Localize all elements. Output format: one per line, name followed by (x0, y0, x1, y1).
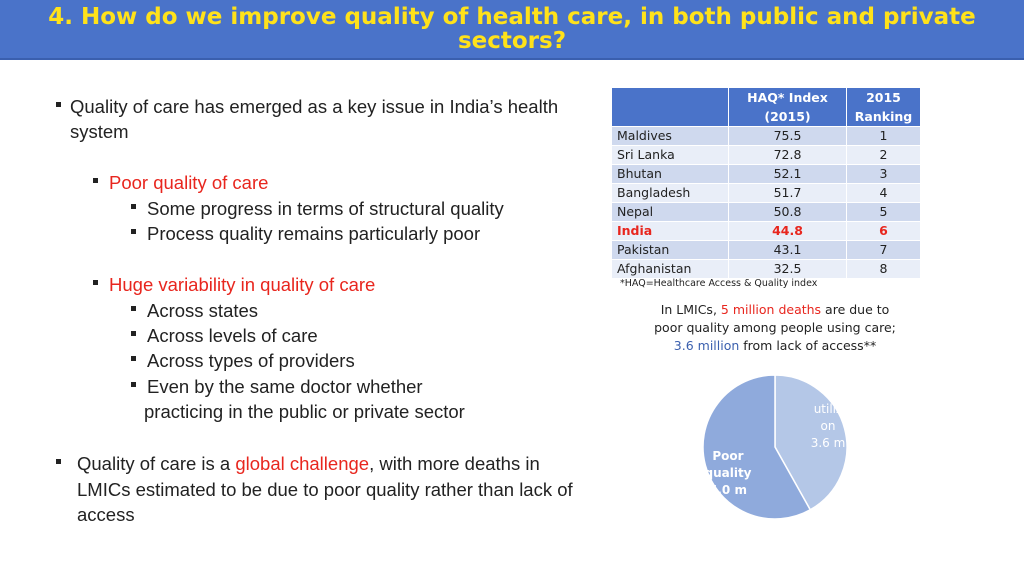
header-country (611, 87, 729, 127)
header-haq-index: HAQ* Index (2015) (728, 87, 847, 127)
table-row: Bhutan 52.1 3 (611, 164, 921, 184)
country-cell: Nepal (611, 202, 729, 222)
bullet-quality-key-issue: Quality of care has emerged as a key iss… (56, 94, 558, 119)
bullet-huge-variability: Huge variability in quality of care (93, 272, 375, 297)
rank-cell: 5 (846, 202, 921, 222)
table-row: Sri Lanka 72.8 2 (611, 145, 921, 165)
haq-table: HAQ* Index (2015) 2015 Ranking Maldives … (611, 87, 921, 279)
lmic-statement: In LMICs, 5 million deaths are due to po… (654, 302, 896, 353)
rank-cell: 6 (846, 221, 921, 241)
country-cell: Afghanistan (611, 259, 729, 279)
table-row: Maldives 75.5 1 (611, 126, 921, 146)
rank-cell: 2 (846, 145, 921, 165)
index-cell: 75.5 (728, 126, 847, 146)
bullet-square-icon (93, 178, 98, 183)
country-cell: Bhutan (611, 164, 729, 184)
title-bar: 4. How do we improve quality of health c… (0, 0, 1024, 60)
index-cell: 52.1 (728, 164, 847, 184)
bullet-square-icon (131, 306, 136, 311)
bullet-poor-quality: Poor quality of care (93, 170, 268, 195)
bullet-square-icon (56, 102, 61, 107)
table-footnote: *HAQ=Healthcare Access & Quality index (620, 278, 818, 289)
pie-label-no-utilization: N utiliz on 3.6 m (810, 385, 846, 450)
index-cell: 43.1 (728, 240, 847, 260)
bullet-quality-key-issue-cont: system (70, 121, 129, 142)
bullet-structural-quality: Some progress in terms of structural qua… (131, 196, 504, 221)
table-row: Afghanistan 32.5 8 (611, 259, 921, 279)
country-cell: Maldives (611, 126, 729, 146)
pie-slice-poor-quality (702, 374, 812, 520)
table-row: Pakistan 43.1 7 (611, 240, 921, 260)
index-cell: 72.8 (728, 145, 847, 165)
pie-svg (702, 374, 848, 520)
bullet-square-icon (131, 331, 136, 336)
bullet-square-icon (131, 382, 136, 387)
bullet-square-icon (93, 280, 98, 285)
rank-cell: 3 (846, 164, 921, 184)
country-cell: India (611, 221, 729, 241)
bullet-global-challenge: Quality of care is a global challenge, w… (56, 451, 540, 476)
rank-cell: 1 (846, 126, 921, 146)
pie-label-poor-quality: Poor quality 5.0 m (704, 449, 752, 497)
page-title: 4. How do we improve quality of health c… (48, 4, 976, 54)
bullet-square-icon (131, 229, 136, 234)
bullet-across-providers: Across types of providers (131, 348, 355, 373)
index-cell: 51.7 (728, 183, 847, 203)
table-row-highlight: India 44.8 6 (611, 221, 921, 241)
bullet-same-doctor-cont: practicing in the public or private sect… (144, 401, 465, 422)
rank-cell: 4 (846, 183, 921, 203)
bullet-same-doctor: Even by the same doctor whether (131, 374, 423, 399)
table-row: Nepal 50.8 5 (611, 202, 921, 222)
index-cell: 50.8 (728, 202, 847, 222)
deaths-pie-chart: N utiliz on 3.6 m Poor quality 5.0 m (700, 372, 850, 522)
index-cell: 44.8 (728, 221, 847, 241)
country-cell: Pakistan (611, 240, 729, 260)
rank-cell: 7 (846, 240, 921, 260)
bullet-global-challenge-cont: LMICs estimated to be due to poor qualit… (77, 479, 573, 500)
pie-slice-no-utilization (774, 374, 848, 511)
bullet-square-icon (56, 459, 61, 464)
table-row: Bangladesh 51.7 4 (611, 183, 921, 203)
bullet-process-quality: Process quality remains particularly poo… (131, 221, 480, 246)
country-cell: Bangladesh (611, 183, 729, 203)
country-cell: Sri Lanka (611, 145, 729, 165)
bullet-across-levels: Across levels of care (131, 323, 318, 348)
bullet-global-challenge-cont2: access (77, 504, 135, 525)
bullet-square-icon (131, 356, 136, 361)
bullet-square-icon (131, 204, 136, 209)
bullet-across-states: Across states (131, 298, 258, 323)
rank-cell: 8 (846, 259, 921, 279)
table-header-row: HAQ* Index (2015) 2015 Ranking (611, 87, 921, 127)
index-cell: 32.5 (728, 259, 847, 279)
header-ranking: 2015 Ranking (846, 87, 921, 127)
